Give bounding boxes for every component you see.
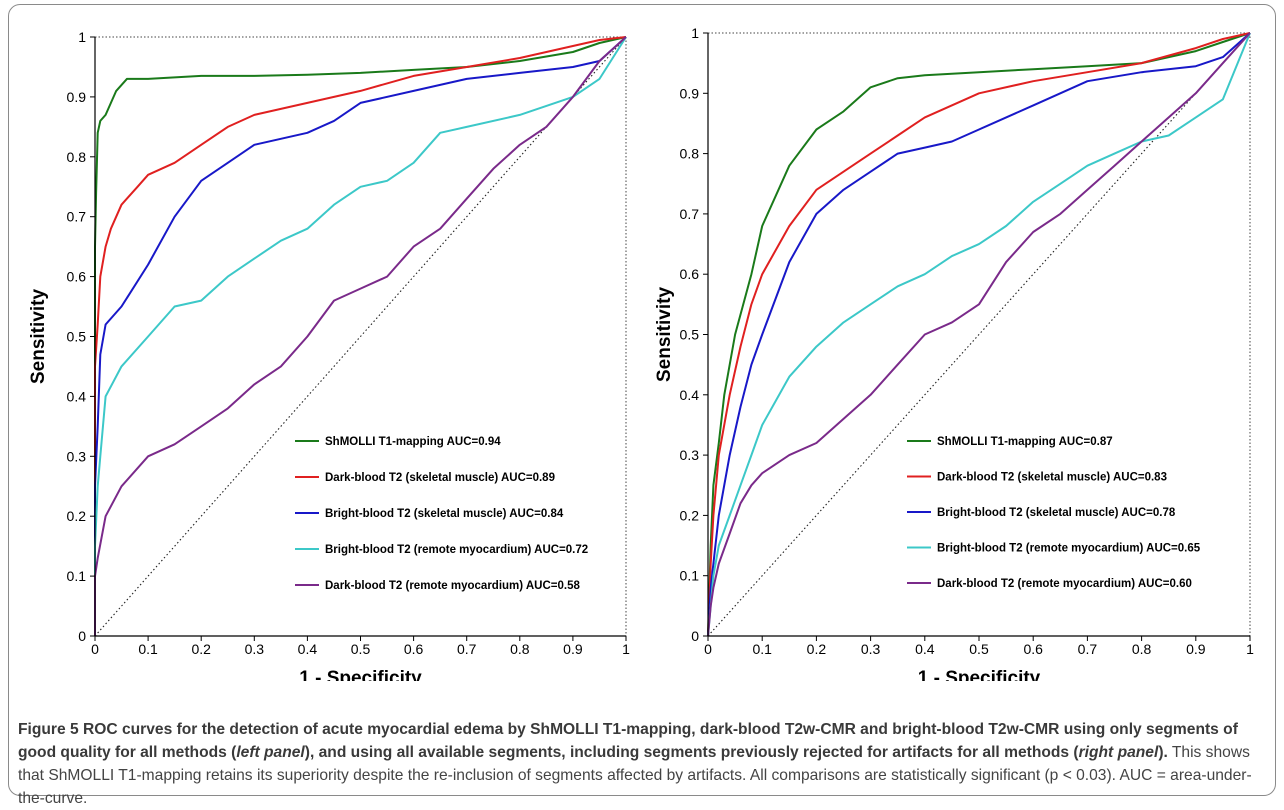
series-line-2 xyxy=(707,32,1251,637)
x-tick-label: 1 xyxy=(1246,641,1254,657)
y-tick-label: 1 xyxy=(691,25,699,41)
y-tick-label: 0.5 xyxy=(680,327,700,343)
x-tick-label: 0.2 xyxy=(191,641,211,657)
x-tick-label: 0.3 xyxy=(245,641,265,657)
x-tick-label: 0.1 xyxy=(138,641,158,657)
y-tick-label: 0 xyxy=(691,628,699,644)
y-tick-label: 0.7 xyxy=(680,206,700,222)
x-tick-label: 0.8 xyxy=(510,641,530,657)
x-tick-label: 1 xyxy=(622,641,630,657)
y-tick-label: 0.1 xyxy=(680,568,700,584)
caption-bold-part-2: ), and using all available segments, inc… xyxy=(304,744,1079,761)
y-axis-label: Sensitivity xyxy=(28,289,49,384)
series-line-1 xyxy=(94,36,627,636)
caption-right-panel: right panel xyxy=(1078,744,1159,761)
figure-caption: Figure 5 ROC curves for the detection of… xyxy=(18,718,1268,810)
x-tick-label: 0.8 xyxy=(1132,641,1152,657)
y-tick-label: 0.3 xyxy=(680,447,700,463)
series-line-4 xyxy=(707,32,1251,637)
y-tick-label: 0.8 xyxy=(680,146,700,162)
caption-figure-label: Figure 5 xyxy=(18,721,79,738)
figure-frame xyxy=(8,4,1276,796)
x-tick-label: 0.5 xyxy=(351,641,371,657)
x-tick-label: 0.7 xyxy=(1078,641,1098,657)
x-tick-label: 0.2 xyxy=(807,641,827,657)
series-line-4 xyxy=(94,36,627,636)
x-axis-label: 1 - Specificity xyxy=(299,668,422,681)
caption-left-panel: left panel xyxy=(236,744,305,761)
x-tick-label: 0.5 xyxy=(969,641,989,657)
y-tick-label: 0.1 xyxy=(67,568,87,584)
legend-label-4: Bright-blood T2 (remote myocardium) AUC=… xyxy=(937,543,1201,555)
legend-label-3: Bright-blood T2 (skeletal muscle) AUC=0.… xyxy=(325,508,564,520)
series-line-3 xyxy=(707,32,1251,637)
y-tick-label: 0.7 xyxy=(67,209,87,225)
series-line-2 xyxy=(94,36,627,636)
series-line-1 xyxy=(707,32,1251,637)
legend-label-2: Dark-blood T2 (skeletal muscle) AUC=0.83 xyxy=(937,472,1167,484)
roc-chart-right: 0 0.1 0.2 0.3 0.4 0.5 0.6 0.7 0.8 0.9 1 0 0.1 0.2 0.3 0… xyxy=(654,25,1254,681)
y-tick-label: 0.3 xyxy=(67,448,87,464)
legend-label-1: ShMOLLI T1-mapping AUC=0.87 xyxy=(937,436,1113,448)
legend-label-5: Dark-blood T2 (remote myocardium) AUC=0.… xyxy=(325,580,580,592)
y-tick-label: 0.5 xyxy=(67,329,87,345)
y-tick-label: 0.6 xyxy=(680,266,700,282)
y-tick-label: 0.4 xyxy=(67,388,87,404)
legend-label-1: ShMOLLI T1-mapping AUC=0.94 xyxy=(325,436,501,448)
x-tick-label: 0.4 xyxy=(915,641,935,657)
roc-chart-left: 0 0.1 0.2 0.3 0.4 0.5 0.6 0.7 0.8 0.9 1 0 0.1 0.2 0.3 0… xyxy=(28,29,630,681)
legend-label-3: Bright-blood T2 (skeletal muscle) AUC=0.… xyxy=(937,507,1176,519)
x-tick-label: 0 xyxy=(704,641,712,657)
legend-label-5: Dark-blood T2 (remote myocardium) AUC=0.… xyxy=(937,578,1192,590)
legend-label-4: Bright-blood T2 (remote myocardium) AUC=… xyxy=(325,544,588,556)
y-tick-label: 0 xyxy=(78,628,86,644)
x-tick-label: 0.9 xyxy=(563,641,583,657)
x-tick-label: 0 xyxy=(91,641,99,657)
x-tick-label: 0.3 xyxy=(861,641,881,657)
y-tick-label: 0.9 xyxy=(680,85,700,101)
y-tick-label: 0.4 xyxy=(680,387,700,403)
y-tick-label: 0.2 xyxy=(67,508,87,524)
legend-label-2: Dark-blood T2 (skeletal muscle) AUC=0.89 xyxy=(325,472,555,484)
y-tick-label: 0.9 xyxy=(67,89,87,105)
x-tick-label: 0.7 xyxy=(457,641,477,657)
x-tick-label: 0.6 xyxy=(404,641,424,657)
caption-bold-part-3: ). xyxy=(1158,744,1168,761)
y-tick-label: 0.8 xyxy=(67,149,87,165)
x-tick-label: 0.4 xyxy=(298,641,318,657)
series-line-5 xyxy=(94,36,627,636)
x-tick-label: 0.6 xyxy=(1023,641,1043,657)
chance-diagonal xyxy=(707,32,1251,637)
y-tick-label: 1 xyxy=(78,29,86,45)
y-tick-label: 0.2 xyxy=(680,507,700,523)
x-axis-label: 1 - Specificity xyxy=(918,668,1041,681)
caption-bold-part-1: ROC curves for the detection of acute my… xyxy=(18,721,1238,761)
series-line-3 xyxy=(94,36,627,636)
y-axis-label: Sensitivity xyxy=(654,287,675,382)
series-line-5 xyxy=(707,32,1251,637)
y-tick-label: 0.6 xyxy=(67,269,87,285)
x-tick-label: 0.1 xyxy=(752,641,772,657)
chance-diagonal xyxy=(94,36,627,637)
x-tick-label: 0.9 xyxy=(1186,641,1206,657)
